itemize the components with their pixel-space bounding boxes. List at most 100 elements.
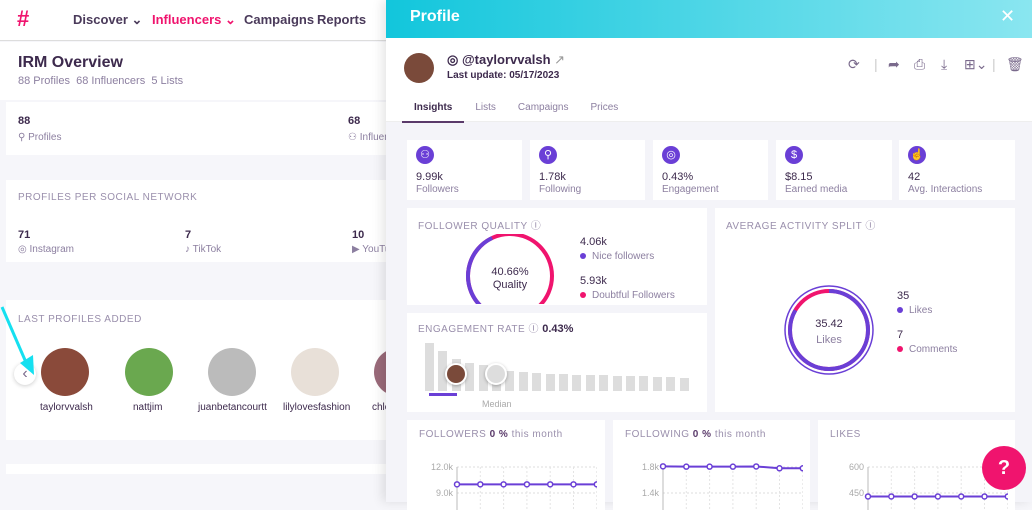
distribution-bar <box>505 371 515 391</box>
delete-icon[interactable]: 🗑 <box>1006 56 1024 72</box>
tab-campaigns[interactable]: Campaigns <box>517 102 569 113</box>
nav-discover[interactable]: Discover ⌄ <box>73 12 143 27</box>
doubtful-legend: Doubtful Followers <box>580 290 675 301</box>
page-title: IRM Overview <box>18 54 123 71</box>
top-nav: # Discover ⌄ Influencers ⌄ Campaigns Rep… <box>0 0 386 41</box>
doubtful-value: 5.93k <box>580 275 607 287</box>
distribution-bar <box>652 377 662 391</box>
avatar[interactable] <box>125 348 173 396</box>
divider: | <box>874 56 878 72</box>
users-icon: ⚇ <box>416 146 434 164</box>
profile-name[interactable]: taylorvvalsh <box>40 402 93 413</box>
data-point[interactable] <box>752 463 760 470</box>
y-tick-label: 1.4k <box>642 488 660 498</box>
stat-value: 9.99k <box>416 171 443 183</box>
profile-name[interactable]: juanbetancourtt <box>198 402 267 413</box>
tab-insights[interactable]: Insights <box>402 102 465 123</box>
line-chart: 1.8k 1.4k <box>642 462 803 510</box>
median-marker <box>485 363 507 385</box>
comments-value: 7 <box>897 329 904 341</box>
data-point[interactable] <box>957 493 965 500</box>
line-chart: 12.0k 9.0k <box>431 462 597 510</box>
data-point[interactable] <box>776 465 783 472</box>
stat-label: Avg. Interactions <box>908 184 983 195</box>
profile-handle[interactable]: ◎ @taylorvvalsh ↗ <box>447 52 566 67</box>
data-point[interactable] <box>864 493 872 500</box>
donut-outer-ring <box>784 285 874 375</box>
instagram-label: ◎ Instagram <box>18 244 74 255</box>
data-point[interactable] <box>477 481 484 488</box>
avatar[interactable] <box>208 348 256 396</box>
data-point[interactable] <box>888 493 895 500</box>
instagram-value: 71 <box>18 229 31 241</box>
help-icon[interactable]: ⓘ <box>865 221 876 232</box>
data-point[interactable] <box>934 493 942 500</box>
help-icon[interactable]: ⓘ <box>530 221 542 232</box>
data-point[interactable] <box>799 465 803 472</box>
distribution-bar <box>585 375 595 391</box>
profile-name[interactable]: nattjim <box>133 402 163 413</box>
profile-marker <box>445 363 467 385</box>
nice-legend: Nice followers <box>580 251 654 262</box>
print-icon[interactable]: ⎙ <box>914 56 926 72</box>
activity-donut <box>784 285 874 375</box>
follower-quality-card: FOLLOWER QUALITY ⓘ 40.66% Quality 4.06k … <box>407 208 707 305</box>
data-point[interactable] <box>523 481 531 488</box>
data-point[interactable] <box>683 463 690 470</box>
distribution-bar <box>438 351 448 391</box>
stat-value: $8.15 <box>785 171 813 183</box>
data-point[interactable] <box>570 481 577 488</box>
nav-reports[interactable]: Reports <box>317 12 367 27</box>
donut-likes <box>788 289 870 371</box>
add-to-list-icon[interactable]: ⊞⌄ <box>964 56 988 72</box>
engagement-title: ENGAGEMENT RATE ⓘ 0.43% <box>418 323 574 335</box>
refresh-icon[interactable]: ⟳ <box>848 56 860 72</box>
data-point[interactable] <box>1004 493 1008 500</box>
external-link-icon[interactable]: ↗ <box>554 52 566 67</box>
tiktok-label: ♪ TikTok <box>185 244 222 255</box>
help-icon[interactable]: ⓘ <box>528 324 539 335</box>
distribution-bar <box>626 376 635 391</box>
quality-percent: 40.66% <box>491 266 529 278</box>
tab-prices[interactable]: Prices <box>590 102 619 113</box>
profiles-label: ⚲ Profiles <box>18 132 62 143</box>
nav-influencers[interactable]: Influencers ⌄ <box>152 12 236 27</box>
distribution-bar <box>559 374 568 391</box>
share-icon[interactable]: ➦ <box>888 56 900 72</box>
close-icon[interactable]: ✕ <box>1000 6 1016 26</box>
data-point[interactable] <box>500 481 507 488</box>
youtube-label: ▶ YouTube <box>352 244 402 255</box>
tab-lists[interactable]: Lists <box>475 102 496 113</box>
data-point[interactable] <box>453 481 461 488</box>
engagement-distribution <box>425 343 693 391</box>
nav-campaigns[interactable]: Campaigns <box>244 12 315 27</box>
distribution-bar <box>478 365 488 391</box>
avatar[interactable] <box>41 348 89 396</box>
distribution-bar <box>518 372 528 391</box>
median-label: Median <box>482 399 512 409</box>
data-point[interactable] <box>546 481 554 488</box>
data-point[interactable] <box>659 463 667 470</box>
network-card: PROFILES PER SOCIAL NETWORK 71 ◎ Instagr… <box>6 180 402 262</box>
data-point[interactable] <box>593 481 597 488</box>
help-chat-button[interactable]: ? <box>982 446 1026 490</box>
followers-chart-card: FOLLOWERS 0 % this month 12.0k 9.0k <box>407 420 605 510</box>
stat-earned-media: $ $8.15 Earned media <box>776 140 892 200</box>
profile-name[interactable]: lilylovesfashion <box>283 402 351 413</box>
avatar[interactable] <box>291 348 339 396</box>
data-point[interactable] <box>981 493 988 500</box>
data-point[interactable] <box>911 493 918 500</box>
data-point[interactable] <box>706 463 713 470</box>
logo-icon[interactable]: # <box>17 6 30 31</box>
stat-label: Earned media <box>785 184 848 195</box>
profile-name[interactable]: chloe <box>372 402 386 413</box>
profile-summary: ◎ @taylorvvalsh ↗ Last update: 05/17/202… <box>386 38 1032 123</box>
chart-title: LIKES <box>830 429 861 440</box>
follower-quality-title: FOLLOWER QUALITY ⓘ <box>418 221 542 232</box>
influencers-label: ⚇ Influencers <box>348 132 409 143</box>
y-tick-label: 1.8k <box>642 462 660 472</box>
download-icon[interactable]: ⤓ <box>941 56 948 72</box>
influencers-count: 68 Influencers <box>76 75 146 87</box>
data-point[interactable] <box>729 463 737 470</box>
distribution-bar <box>639 376 649 391</box>
